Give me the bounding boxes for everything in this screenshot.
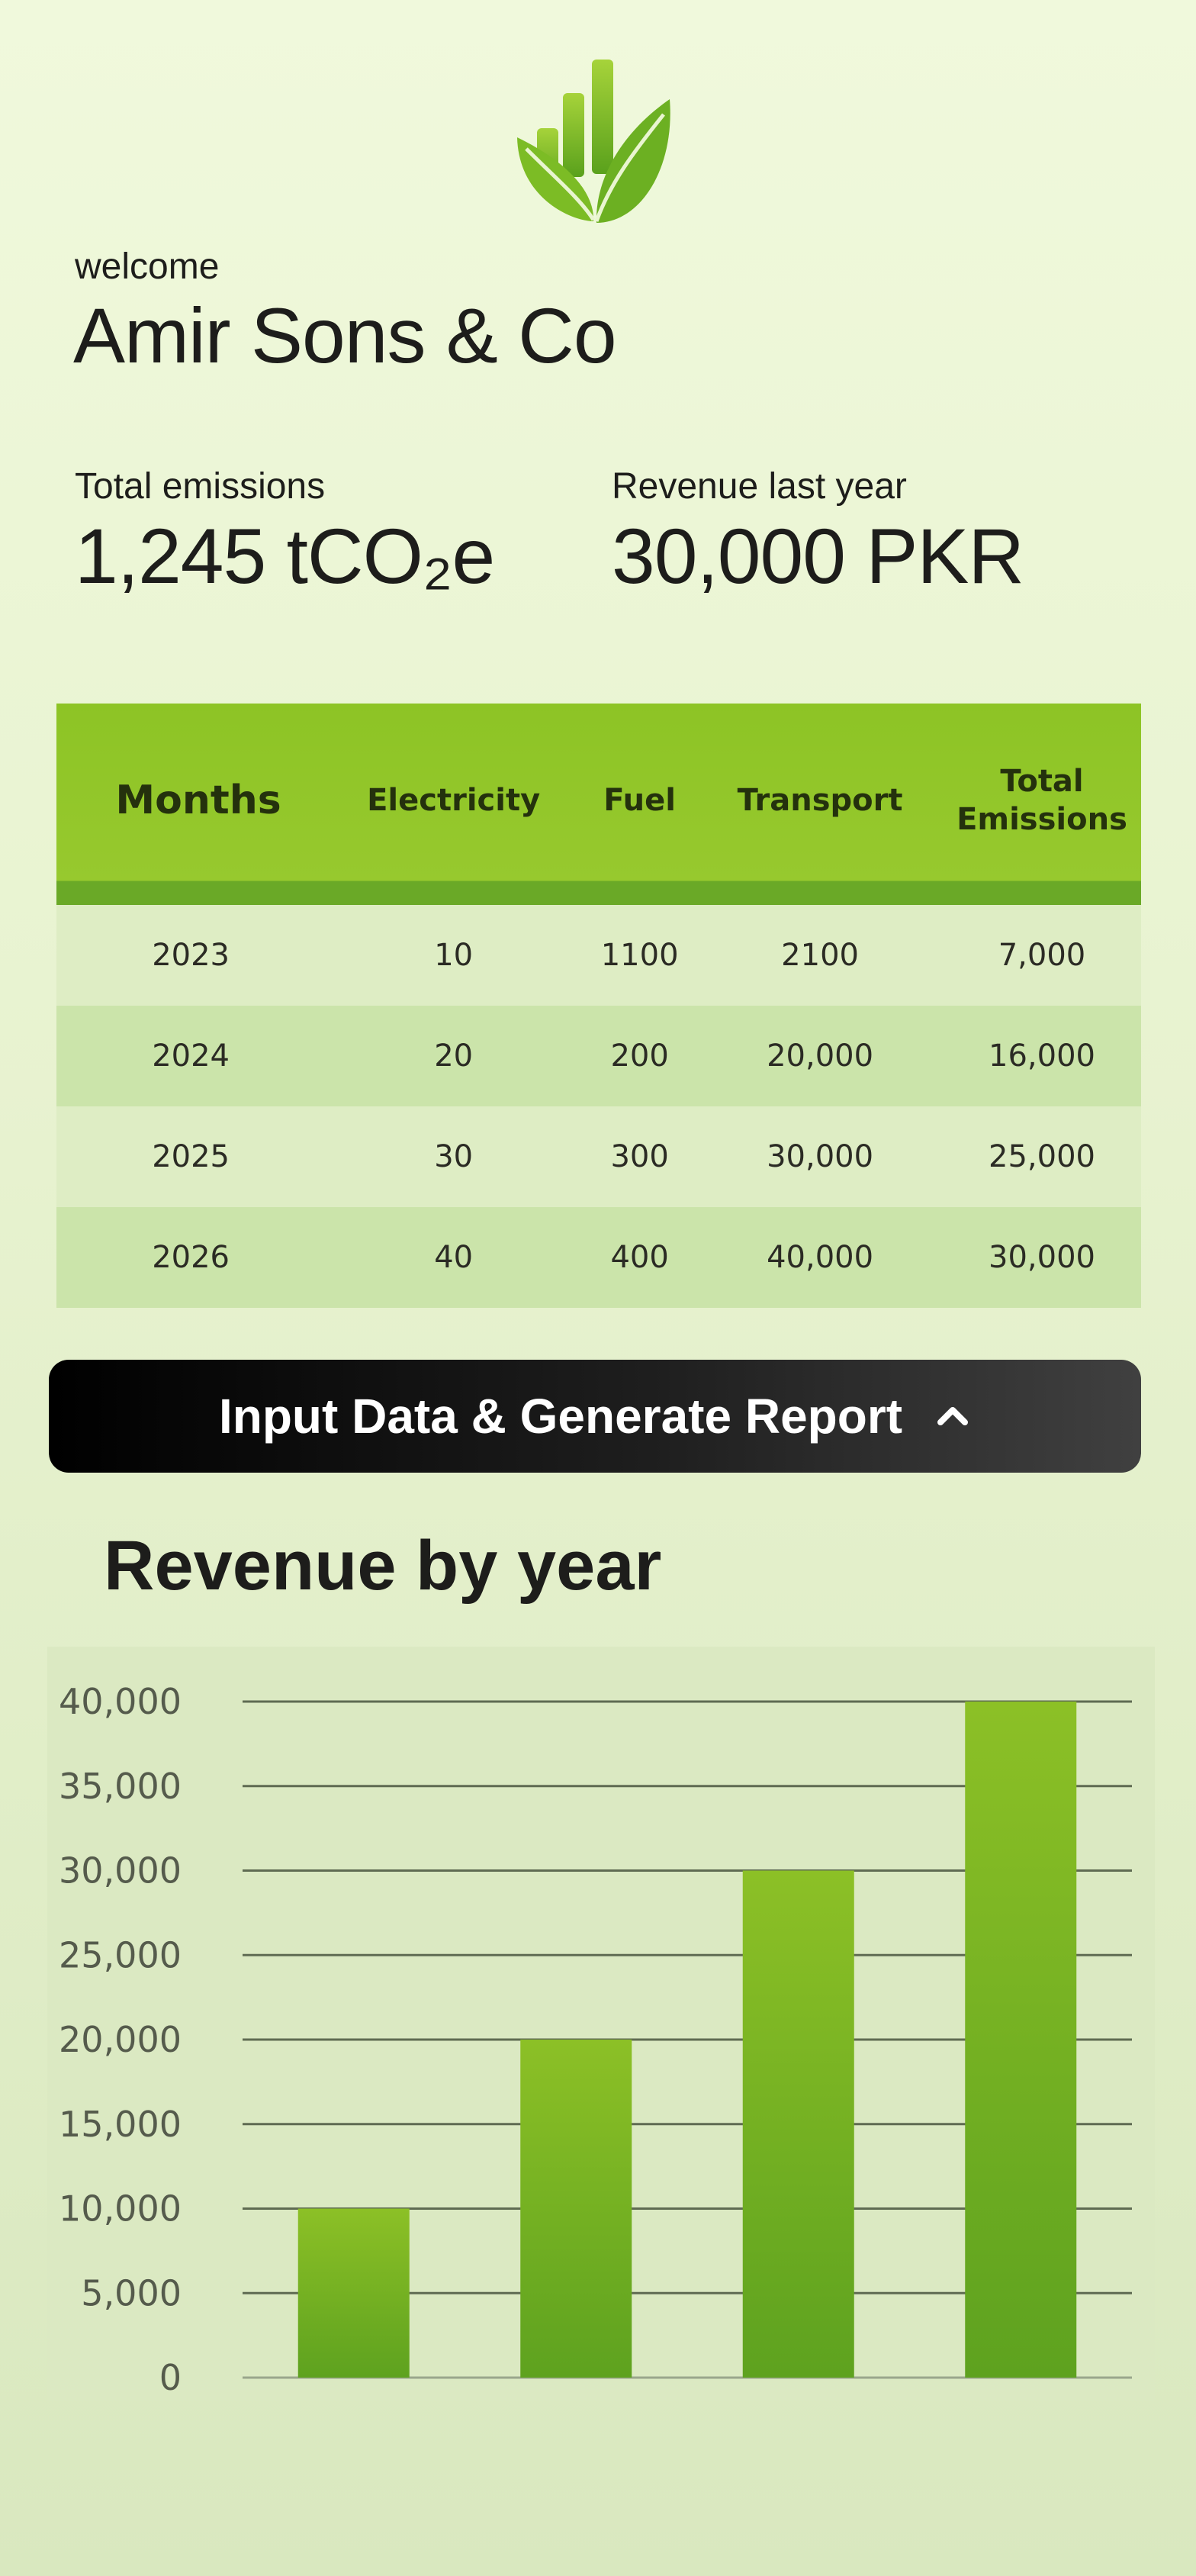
table-cell: 400 (610, 1240, 669, 1275)
y-tick-label: 25,000 (59, 1934, 182, 1975)
y-tick-label: 35,000 (59, 1766, 182, 1807)
table-cell: 2024 (152, 1038, 230, 1074)
table-row: 2024 20 200 20,000 16,000 (56, 1006, 1141, 1106)
table-cell: 20,000 (767, 1038, 874, 1074)
chart-bar (742, 1870, 854, 2378)
emissions-table: Months Electricity Fuel Transport Total … (56, 704, 1141, 1308)
table-cell: 25,000 (989, 1139, 1095, 1174)
y-tick-label: 40,000 (59, 1681, 182, 1722)
revenue-value: 30,000 PKR (612, 513, 1024, 600)
table-cell: 10 (434, 938, 474, 973)
table-cell: 7,000 (998, 938, 1086, 973)
header-electricity: Electricity (367, 783, 541, 818)
y-tick-label: 10,000 (59, 2188, 182, 2230)
revenue-label: Revenue last year (612, 466, 907, 507)
table-header-row: Months Electricity Fuel Transport Total … (56, 704, 1141, 905)
header-fuel: Fuel (603, 783, 676, 818)
table-cell: 200 (610, 1038, 669, 1074)
header-transport: Transport (737, 783, 903, 818)
emissions-label: Total emissions (75, 466, 326, 507)
table-cell: 1100 (600, 938, 679, 973)
table-cell: 300 (610, 1139, 669, 1174)
company-name: Amir Sons & Co (73, 292, 617, 379)
emissions-stat: Total emissions 1,245 tCO₂e (75, 465, 495, 601)
table-cell: 2023 (152, 938, 230, 973)
generate-report-label: Input Data & Generate Report (218, 1389, 903, 1444)
table-row: 2025 30 300 30,000 25,000 (56, 1106, 1141, 1207)
table-cell: 2100 (781, 938, 859, 973)
emissions-value: 1,245 tCO₂e (75, 513, 495, 600)
revenue-chart: 0 5,000 10,000 15,000 20,000 25,000 30,000 35,0… (47, 1647, 1155, 2401)
revenue-chart-svg: 0 5,000 10,000 15,000 20,000 25,000 30,000 35,0… (59, 1681, 1132, 2398)
table-row: 2023 10 1100 2100 7,000 (56, 905, 1141, 1006)
table-cell: 20 (434, 1038, 474, 1074)
chart-bar (520, 2040, 632, 2378)
table-cell: 2025 (152, 1139, 230, 1174)
y-tick-label: 15,000 (59, 2104, 182, 2145)
chart-bar (297, 2208, 410, 2378)
chart-bar (965, 1702, 1077, 2378)
table-row: 2026 40 400 40,000 30,000 (56, 1207, 1141, 1308)
table-cell: 16,000 (989, 1038, 1095, 1074)
table-cell: 30,000 (989, 1240, 1095, 1275)
leaf-bars-icon (517, 60, 670, 223)
table-cell: 40 (434, 1240, 474, 1275)
y-tick-label: 30,000 (59, 1850, 182, 1892)
header-total-emissions: Total Emissions (956, 764, 1127, 837)
welcome-label: welcome (75, 246, 220, 287)
table-cell: 30 (434, 1139, 474, 1174)
y-tick-label: 5,000 (81, 2272, 182, 2314)
y-tick-label: 20,000 (59, 2019, 182, 2060)
chart-title: Revenue by year (104, 1527, 662, 1605)
revenue-stat: Revenue last year 30,000 PKR (612, 465, 1024, 601)
generate-report-button[interactable]: Input Data & Generate Report (49, 1360, 1141, 1473)
table-cell: 2026 (152, 1240, 230, 1275)
chevron-up-icon (937, 1407, 969, 1425)
table-cell: 40,000 (767, 1240, 874, 1275)
table-cell: 30,000 (767, 1139, 874, 1174)
header-months: Months (115, 777, 281, 823)
y-tick-label: 0 (159, 2357, 182, 2398)
